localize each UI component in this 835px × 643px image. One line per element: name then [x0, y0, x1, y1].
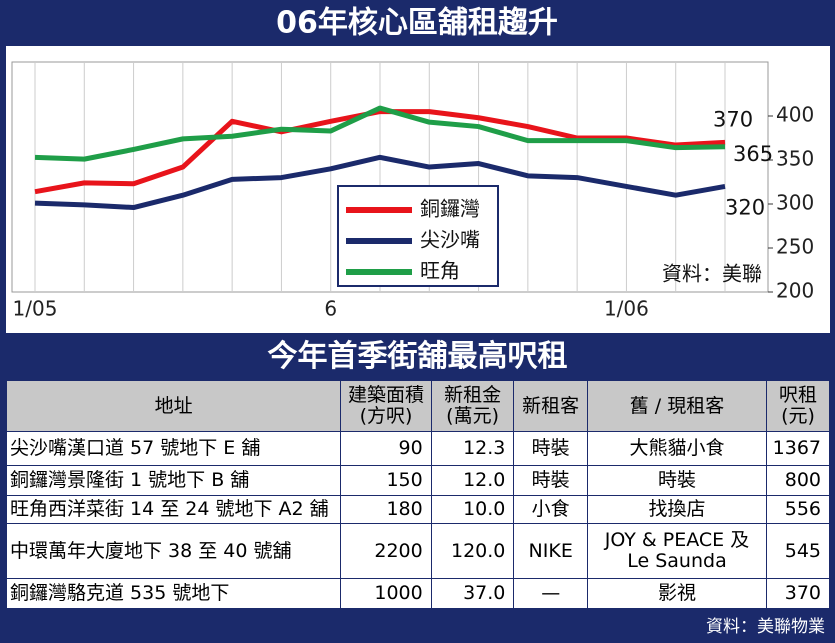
y-tick-label: 200 [776, 279, 814, 303]
end-label: 320 [725, 195, 765, 219]
table-cell: 120.0 [430, 523, 515, 579]
legend-label: 旺角 [420, 259, 460, 283]
table-cell: 90 [340, 431, 432, 466]
table-cell: 2200 [340, 523, 432, 579]
table-cell: 銅鑼灣駱克道 535 號地下 [5, 578, 342, 609]
table-cell: 545 [766, 523, 830, 579]
table-cell: 找換店 [586, 495, 768, 524]
chart-title: 06年核心區舖租趨升 [276, 6, 558, 41]
table-cell: JOY & PEACE 及 Le Saunda [586, 523, 768, 579]
table-cell: 180 [340, 495, 432, 524]
table-cell: 12.0 [430, 465, 515, 496]
header-cell: 舊 / 現租客 [586, 380, 768, 432]
table-cell: 556 [766, 495, 830, 524]
table-cell: 小食 [513, 495, 588, 524]
header-cell: 建築面積 (方呎) [340, 380, 432, 432]
header-cell: 新租客 [513, 380, 588, 432]
annotation: 資料：美聯 [662, 262, 762, 286]
y-tick-label: 300 [776, 191, 814, 215]
table: 地址 建築面積 (方呎) 新租金 (萬元) 新租客舊 / 現租客 呎租 (元) 尖沙嘴漢口… [5, 380, 830, 609]
y-tick-label: 250 [776, 235, 814, 259]
table-row: 銅鑼灣景隆街 1 號地下 B 舖 150 12.0 時裝 時裝 800 [5, 465, 830, 496]
table-row: 中環萬年大廈地下 38 至 40 號舖 2200 120.0 NIKE JOY & PE… [5, 523, 830, 579]
table-cell: 尖沙嘴漢口道 57 號地下 E 舖 [5, 431, 342, 466]
legend-label: 尖沙嘴 [420, 228, 480, 252]
table-cell: 時裝 [513, 465, 588, 496]
table-title: 今年首季街舖最高呎租 [267, 339, 568, 374]
table-cell: NIKE [513, 523, 588, 579]
table-cell: 銅鑼灣景隆街 1 號地下 B 舖 [5, 465, 342, 496]
source: 資料：美聯物業 [706, 617, 825, 637]
header-row: 地址 建築面積 (方呎) 新租金 (萬元) 新租客舊 / 現租客 呎租 (元) [5, 380, 830, 432]
series-line [34, 154, 726, 211]
table-cell: 370 [766, 578, 830, 609]
table-cell: 800 [766, 465, 830, 496]
series-line [34, 109, 726, 195]
table-cell: 12.3 [430, 431, 515, 466]
table-cell: — [513, 578, 588, 609]
x-tick-label: 1/05 [13, 297, 58, 321]
table-cell: 大熊貓小食 [586, 431, 768, 466]
table-row: 銅鑼灣駱克道 535 號地下 1000 37.0— 影視 370 [5, 578, 830, 609]
header-cell: 新租金 (萬元) [430, 380, 515, 432]
table-cell: 10.0 [430, 495, 515, 524]
table-cell: 旺角西洋菜街 14 至 24 號地下 A2 舖 [5, 495, 342, 524]
header-cell: 地址 [5, 380, 342, 432]
table-cell: 時裝 [586, 465, 768, 496]
table-cell: 1000 [340, 578, 432, 609]
series-line [34, 105, 726, 162]
x-tick-label: 6 [324, 297, 337, 321]
end-label: 365 [733, 142, 773, 166]
table-row: 尖沙嘴漢口道 57 號地下 E 舖 90 12.3 時裝 大熊貓小食 1367 [5, 431, 830, 466]
table-cell: 150 [340, 465, 432, 496]
header-cell: 呎租 (元) [766, 380, 830, 432]
end-label: 370 [713, 107, 753, 131]
x-tick-label: 1/06 [604, 297, 649, 321]
y-tick-label: 400 [776, 103, 814, 127]
table-cell: 中環萬年大廈地下 38 至 40 號舖 [5, 523, 342, 579]
table-cell: 1367 [766, 431, 830, 466]
legend-label: 銅鑼灣 [420, 197, 480, 221]
table-row: 旺角西洋菜街 14 至 24 號地下 A2 舖 180 10.0 小食 找換店 556 [5, 495, 830, 524]
table-cell: 時裝 [513, 431, 588, 466]
chart: 06年核心區舖租趨升 200 250 300 350 400 1/05 6 1/06 370 32… [6, 6, 830, 333]
y-tick-label: 350 [776, 147, 814, 171]
table-cell: 影視 [586, 578, 768, 609]
table-cell: 37.0 [430, 578, 515, 609]
